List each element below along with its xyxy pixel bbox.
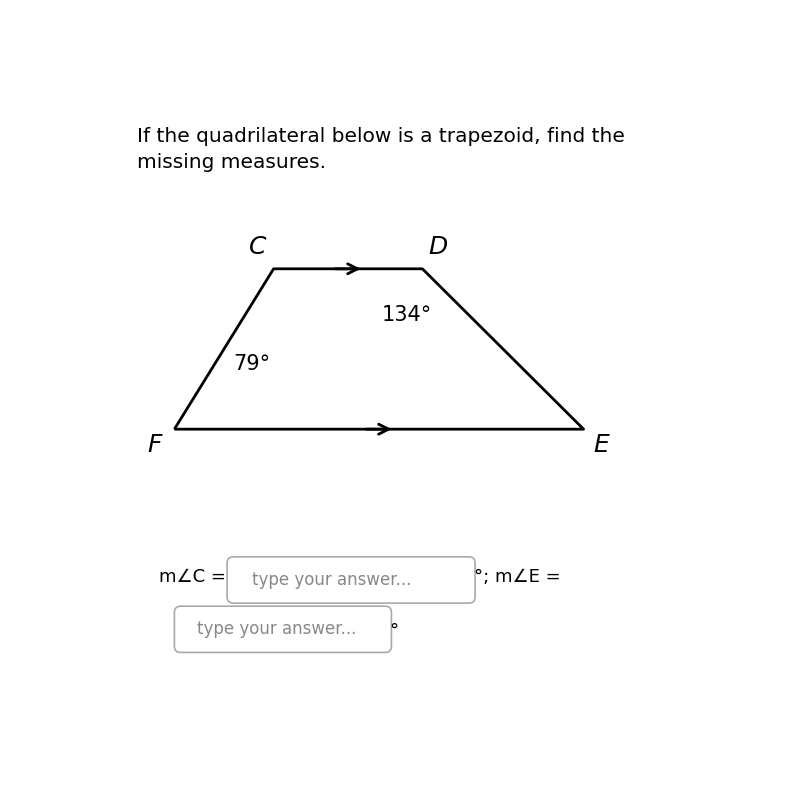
Text: D: D — [428, 235, 447, 260]
Text: 79°: 79° — [234, 354, 270, 374]
FancyBboxPatch shape — [174, 606, 391, 653]
Text: C: C — [250, 235, 267, 260]
Text: m∠C =: m∠C = — [159, 568, 226, 586]
Text: type your answer...: type your answer... — [252, 571, 411, 589]
Text: E: E — [593, 433, 609, 457]
Text: °; m∠E =: °; m∠E = — [474, 568, 561, 586]
Text: F: F — [147, 433, 162, 457]
Text: °: ° — [390, 622, 398, 640]
FancyBboxPatch shape — [227, 557, 475, 603]
Text: If the quadrilateral below is a trapezoid, find the
missing measures.: If the quadrilateral below is a trapezoi… — [138, 127, 625, 172]
Text: type your answer...: type your answer... — [197, 620, 356, 638]
Text: 134°: 134° — [382, 305, 432, 325]
